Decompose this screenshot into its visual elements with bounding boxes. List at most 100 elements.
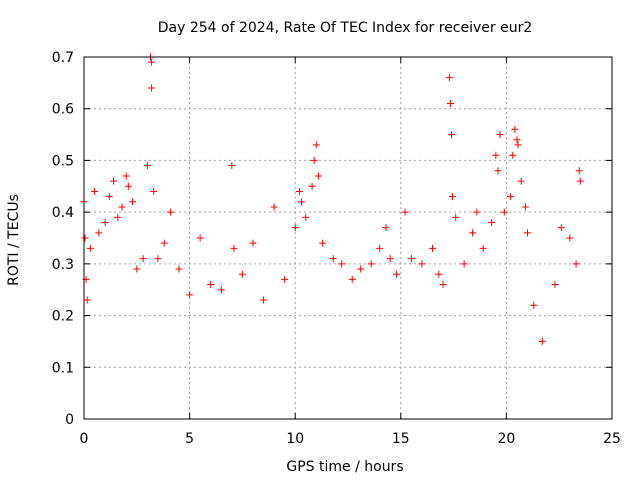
grid bbox=[84, 57, 612, 419]
data-point bbox=[551, 281, 559, 289]
data-point bbox=[154, 255, 162, 263]
y-tick-label: 0.4 bbox=[52, 205, 74, 221]
data-point bbox=[401, 208, 409, 216]
x-axis-label: GPS time / hours bbox=[286, 459, 403, 475]
data-point bbox=[217, 286, 225, 294]
data-point bbox=[118, 203, 126, 211]
data-point bbox=[572, 260, 580, 268]
data-point bbox=[521, 203, 529, 211]
data-point bbox=[270, 203, 278, 211]
data-point bbox=[139, 255, 147, 263]
x-tick-label: 15 bbox=[392, 431, 410, 447]
data-point bbox=[418, 260, 426, 268]
data-point bbox=[238, 270, 246, 278]
data-point bbox=[407, 255, 415, 263]
data-point bbox=[81, 234, 89, 242]
data-point bbox=[308, 182, 316, 190]
data-point bbox=[143, 162, 151, 170]
x-tick-label: 10 bbox=[286, 431, 304, 447]
data-point bbox=[105, 193, 113, 201]
data-point bbox=[196, 234, 204, 242]
chart-title: Day 254 of 2024, Rate Of TEC Index for r… bbox=[158, 20, 533, 36]
y-tick-label: 0.5 bbox=[52, 153, 74, 169]
x-tick-label: 0 bbox=[80, 431, 89, 447]
data-point bbox=[298, 198, 306, 206]
data-point bbox=[150, 187, 158, 195]
data-point bbox=[382, 224, 390, 232]
data-point bbox=[249, 239, 257, 247]
data-point bbox=[376, 244, 384, 252]
data-point bbox=[367, 260, 375, 268]
data-point bbox=[479, 244, 487, 252]
data-point bbox=[509, 151, 517, 159]
y-tick-label: 0.3 bbox=[52, 257, 74, 273]
data-point bbox=[124, 182, 132, 190]
x-tick-label: 5 bbox=[185, 431, 194, 447]
data-point bbox=[295, 187, 303, 195]
data-point bbox=[445, 74, 453, 82]
axes: 0 5 10 15 20 25 0 0.1 0.2 0.3 0.4 0.5 0.6 0.7 bbox=[52, 50, 621, 447]
data-point bbox=[338, 260, 346, 268]
data-point bbox=[114, 213, 122, 221]
data-point bbox=[160, 239, 168, 247]
data-point bbox=[530, 301, 538, 309]
data-point bbox=[492, 151, 500, 159]
data-points bbox=[80, 53, 584, 345]
data-point bbox=[488, 218, 496, 226]
data-point bbox=[122, 172, 130, 180]
data-point bbox=[319, 239, 327, 247]
data-point bbox=[357, 265, 365, 273]
x-tick-label: 25 bbox=[603, 431, 621, 447]
data-point bbox=[393, 270, 401, 278]
data-point bbox=[566, 234, 574, 242]
data-point bbox=[167, 208, 175, 216]
y-tick-label: 0.2 bbox=[52, 309, 74, 325]
data-point bbox=[507, 193, 515, 201]
data-point bbox=[348, 275, 356, 283]
data-point bbox=[110, 177, 118, 185]
data-point bbox=[446, 100, 454, 108]
data-point bbox=[133, 265, 141, 273]
data-point bbox=[517, 177, 525, 185]
data-point bbox=[469, 229, 477, 237]
y-tick-label: 0.6 bbox=[52, 102, 74, 118]
data-point bbox=[91, 187, 99, 195]
data-point bbox=[291, 224, 299, 232]
data-point bbox=[175, 265, 183, 273]
y-tick-label: 0.1 bbox=[52, 360, 74, 376]
y-axis-label: ROTI / TECUs bbox=[6, 194, 22, 286]
data-point bbox=[538, 337, 546, 345]
data-point bbox=[460, 260, 468, 268]
data-point bbox=[314, 172, 322, 180]
data-point bbox=[513, 136, 521, 144]
plot-frame bbox=[83, 56, 613, 420]
data-point bbox=[447, 131, 455, 139]
data-point bbox=[452, 213, 460, 221]
data-point bbox=[435, 270, 443, 278]
data-point bbox=[228, 162, 236, 170]
data-point bbox=[496, 131, 504, 139]
data-point bbox=[186, 291, 194, 299]
data-point bbox=[329, 255, 337, 263]
data-point bbox=[514, 141, 522, 149]
data-point bbox=[101, 218, 109, 226]
data-point bbox=[428, 244, 436, 252]
data-point bbox=[511, 125, 519, 133]
data-point bbox=[312, 141, 320, 149]
x-tick-label: 20 bbox=[497, 431, 515, 447]
data-point bbox=[95, 229, 103, 237]
y-tick-label: 0.7 bbox=[52, 50, 74, 66]
data-point bbox=[449, 193, 457, 201]
data-point bbox=[494, 167, 502, 175]
data-point bbox=[230, 244, 238, 252]
data-point bbox=[500, 208, 508, 216]
data-point bbox=[281, 275, 289, 283]
data-point bbox=[302, 213, 310, 221]
data-point bbox=[83, 296, 91, 304]
data-point bbox=[310, 156, 318, 164]
data-point bbox=[557, 224, 565, 232]
y-tick-label: 0 bbox=[65, 412, 74, 428]
data-point bbox=[576, 177, 584, 185]
